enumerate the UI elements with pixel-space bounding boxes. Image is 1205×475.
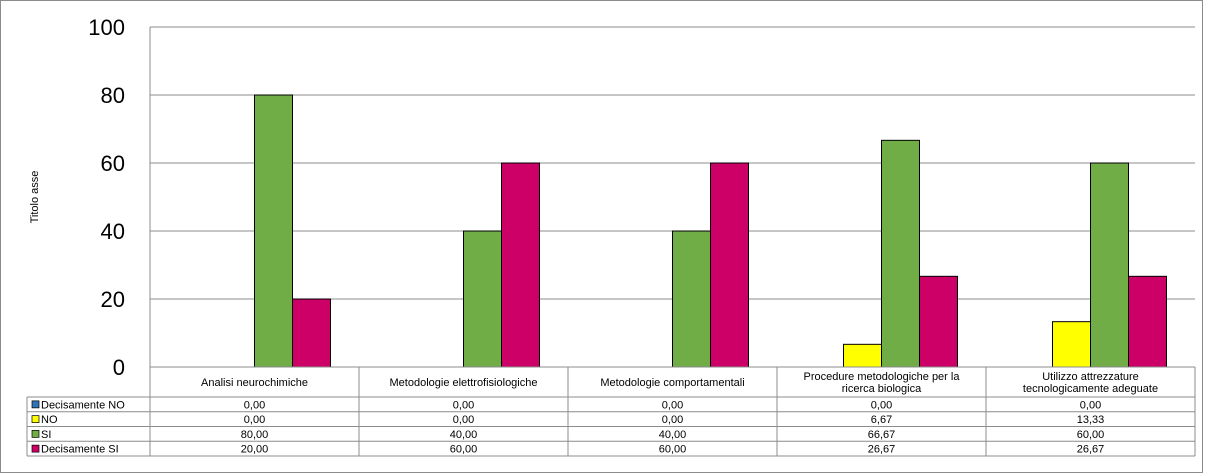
bar-si-4 bbox=[1090, 162, 1129, 368]
data-table-cell: 0,00 bbox=[662, 399, 683, 411]
bar-decisamente-si-0 bbox=[292, 298, 331, 368]
category-label: Metodologie comportamentali bbox=[600, 377, 744, 389]
data-table-cell: 13,33 bbox=[1077, 414, 1105, 426]
category-label: Procedure metodologiche per la bbox=[804, 371, 961, 383]
data-table-cell: 0,00 bbox=[453, 399, 474, 411]
bar-si-0 bbox=[254, 94, 293, 368]
data-table-cell: 60,00 bbox=[1077, 429, 1105, 441]
bar-decisamente-si-3 bbox=[919, 275, 958, 368]
category-label: Analisi neurochimiche bbox=[201, 377, 308, 389]
category-label: tecnologicamente adeguate bbox=[1023, 383, 1158, 395]
data-table-cell: 0,00 bbox=[244, 399, 265, 411]
data-table-cell: 80,00 bbox=[241, 429, 269, 441]
bar-si-1 bbox=[463, 230, 502, 368]
y-tick-label: 20 bbox=[101, 287, 125, 312]
data-table-cell: 6,67 bbox=[871, 414, 892, 426]
legend-label: NO bbox=[41, 414, 58, 426]
y-axis-title: Titolo asse bbox=[29, 171, 41, 224]
category-label: Utilizzo attrezzature bbox=[1042, 371, 1139, 383]
category-label: ricerca biologica bbox=[842, 383, 922, 395]
data-table-cell: 0,00 bbox=[1080, 399, 1101, 411]
data-table-cell: 40,00 bbox=[659, 429, 687, 441]
bar-decisamente-si-1 bbox=[501, 162, 540, 368]
data-table-cell: 0,00 bbox=[662, 414, 683, 426]
data-table-cell: 66,67 bbox=[868, 429, 896, 441]
y-tick-label: 80 bbox=[101, 83, 125, 108]
legend-label: Decisamente SI bbox=[41, 444, 119, 456]
category-label: Metodologie elettrofisiologiche bbox=[390, 377, 538, 389]
data-table-cell: 60,00 bbox=[450, 444, 478, 456]
bar-decisamente-si-4 bbox=[1128, 275, 1167, 368]
y-tick-label: 40 bbox=[101, 219, 125, 244]
legend-label: SI bbox=[41, 429, 51, 441]
y-tick-label: 0 bbox=[113, 355, 125, 380]
data-table-cell: 26,67 bbox=[868, 444, 896, 456]
bar-si-2 bbox=[672, 230, 711, 368]
bar-no-3 bbox=[843, 343, 882, 368]
data-table-cell: 0,00 bbox=[453, 414, 474, 426]
bar-si-3 bbox=[881, 139, 920, 368]
y-tick-label: 60 bbox=[101, 151, 125, 176]
data-table-cell: 40,00 bbox=[450, 429, 478, 441]
bar-decisamente-si-2 bbox=[710, 162, 749, 368]
data-table-cell: 0,00 bbox=[244, 414, 265, 426]
legend-swatch-no bbox=[31, 415, 40, 423]
legend-label: Decisamente NO bbox=[41, 399, 125, 411]
data-table-cell: 60,00 bbox=[659, 444, 687, 456]
y-tick-label: 100 bbox=[88, 15, 125, 40]
legend-swatch-decisamente-si bbox=[31, 444, 40, 453]
data-table-cell: 0,00 bbox=[871, 399, 892, 411]
legend-swatch-si bbox=[31, 430, 40, 438]
legend-swatch-decisamente-no bbox=[31, 400, 40, 409]
data-table-cell: 26,67 bbox=[1077, 444, 1105, 456]
bar-no-4 bbox=[1052, 321, 1091, 368]
data-table-cell: 20,00 bbox=[241, 444, 269, 456]
